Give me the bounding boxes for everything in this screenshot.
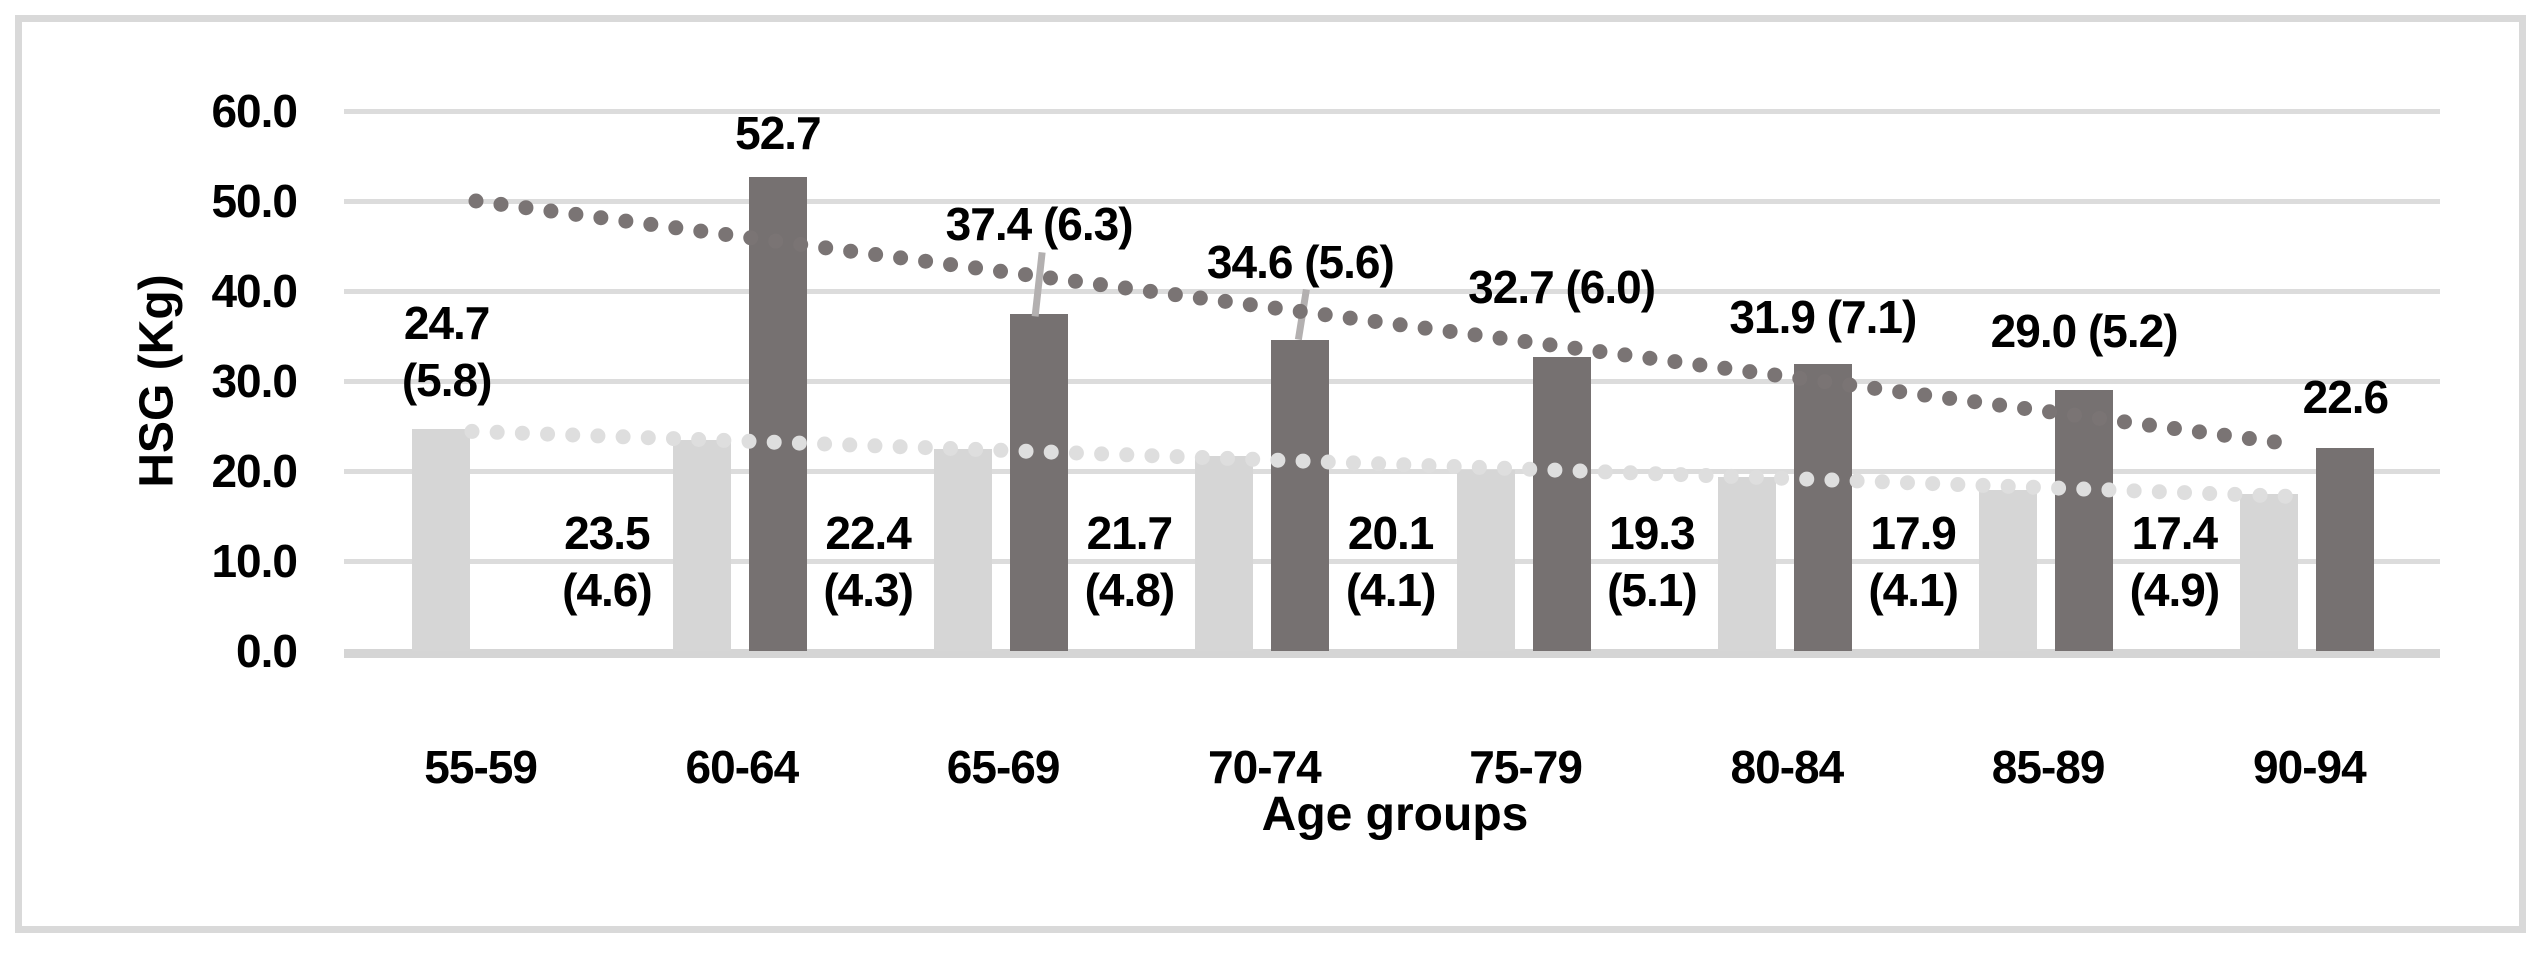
gridline bbox=[344, 108, 2440, 114]
dark-bar-value-label: 31.9 (7.1) bbox=[1729, 290, 1917, 343]
dark-bar-value-label: 22.6 bbox=[2302, 370, 2390, 423]
gridline bbox=[344, 378, 2440, 384]
label-mean-line: 19.3 bbox=[1609, 507, 1696, 559]
x-tick-label: 85-89 bbox=[1991, 741, 2106, 793]
y-tick-label: 50.0 bbox=[211, 175, 298, 227]
light-bar bbox=[2240, 494, 2299, 651]
light-bar bbox=[1717, 477, 1776, 651]
y-tick-label: 40.0 bbox=[211, 265, 298, 317]
x-tick-label: 60-64 bbox=[685, 741, 800, 793]
label-sd-line: (4.6) bbox=[562, 564, 653, 616]
dark-bar bbox=[2316, 447, 2375, 651]
y-tick-label: 10.0 bbox=[211, 535, 298, 587]
dark-bar-value-label: 37.4 (6.3) bbox=[945, 198, 1134, 251]
label-mean-line: 20.1 bbox=[1347, 507, 1435, 559]
x-tick-label: 55-59 bbox=[424, 741, 538, 793]
light-bar-value-label: 22.4 (4.3) bbox=[748, 505, 988, 619]
label-mean-line: 21.7 bbox=[1086, 507, 1174, 559]
x-tick-label: 70-74 bbox=[1208, 741, 1322, 793]
chart-border-frame bbox=[15, 15, 2526, 933]
y-tick-label: 0.0 bbox=[236, 625, 298, 677]
label-mean-line: 22.4 bbox=[825, 507, 912, 559]
light-bar-value-label: 24.7 (5.8) bbox=[327, 295, 567, 409]
y-tick-label: 20.0 bbox=[211, 445, 298, 497]
y-tick-label: 60.0 bbox=[211, 85, 298, 137]
label-sd-line: (4.3) bbox=[823, 564, 914, 616]
gridline bbox=[344, 558, 2440, 564]
label-sd-line: (4.9) bbox=[2129, 564, 2221, 616]
label-sd-line: (4.8) bbox=[1084, 564, 1176, 616]
label-mean-line: 24.7 bbox=[403, 296, 491, 349]
gridline bbox=[344, 468, 2440, 474]
label-sd-line: (5.8) bbox=[401, 353, 493, 406]
x-tick-label: 75-79 bbox=[1469, 741, 1583, 793]
label-sd-line: (4.1) bbox=[1868, 564, 1959, 616]
dark-bar-value-label: 32.7 (6.0) bbox=[1468, 260, 1656, 313]
dark-bar-value-label: 52.7 bbox=[735, 106, 822, 159]
light-bar-value-label: 21.7 (4.8) bbox=[1009, 505, 1249, 619]
x-axis-title: Age groups bbox=[1261, 788, 1529, 841]
light-bar-value-label: 19.3 (5.1) bbox=[1532, 505, 1772, 619]
dark-bar-value-label: 29.0 (5.2) bbox=[1990, 305, 2179, 357]
y-tick-label: 30.0 bbox=[211, 355, 298, 407]
light-bar bbox=[1979, 489, 2038, 651]
label-mean-line: 23.5 bbox=[564, 507, 651, 559]
label-mean-line: 17.9 bbox=[1870, 507, 1957, 559]
x-tick-label: 80-84 bbox=[1730, 741, 1845, 793]
light-bar-value-label: 20.1 (4.1) bbox=[1271, 505, 1511, 619]
label-mean-line: 17.4 bbox=[2131, 507, 2219, 559]
gridline bbox=[344, 198, 2440, 204]
light-bar-value-label: 17.4 (4.9) bbox=[2054, 505, 2294, 619]
x-axis-line bbox=[344, 649, 2440, 658]
label-sd-line: (4.1) bbox=[1345, 564, 1437, 616]
light-bar-value-label: 17.9 (4.1) bbox=[1793, 505, 2033, 619]
light-bar-value-label: 23.5 (4.6) bbox=[487, 505, 727, 619]
light-bar bbox=[411, 428, 470, 651]
dark-bar-value-label: 34.6 (5.6) bbox=[1206, 235, 1395, 288]
label-sd-line: (5.1) bbox=[1607, 564, 1698, 616]
x-tick-label: 90-94 bbox=[2253, 741, 2367, 793]
x-tick-label: 65-69 bbox=[946, 741, 1061, 793]
y-axis-title: HSG (Kg) bbox=[130, 274, 184, 488]
